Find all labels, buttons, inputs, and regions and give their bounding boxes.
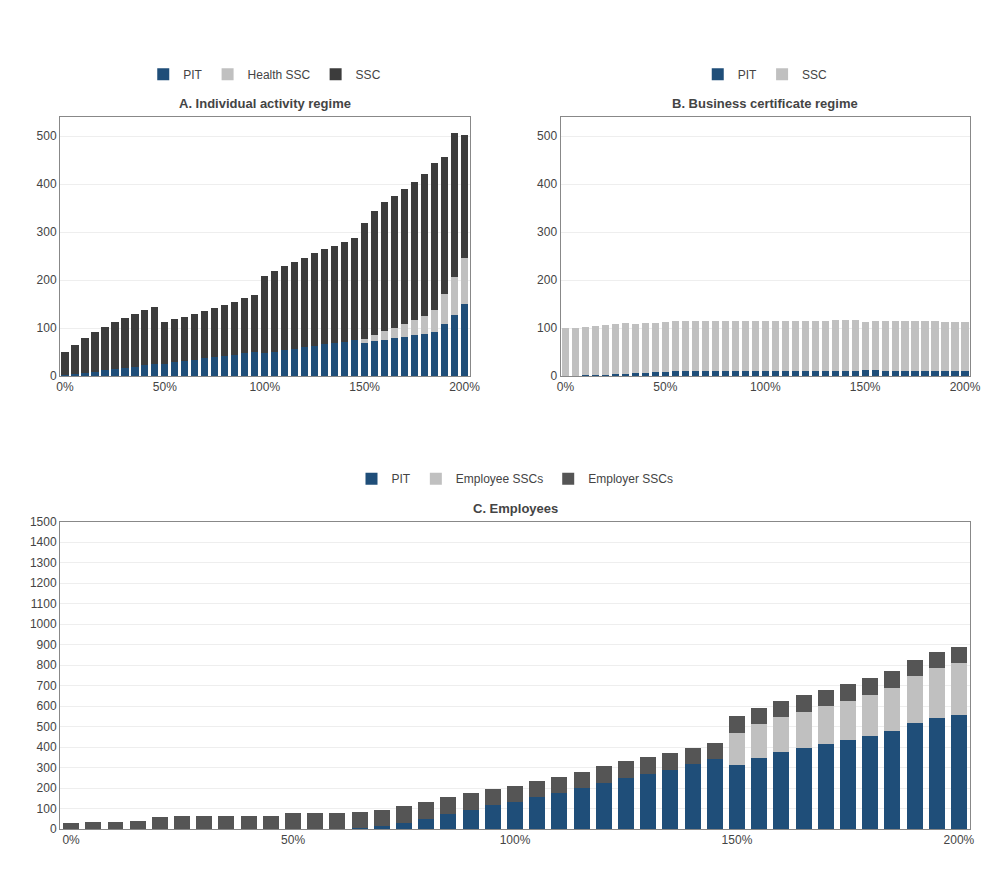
svg-text:200%: 200% [950, 380, 981, 394]
svg-text:50%: 50% [281, 833, 305, 847]
svg-text:300: 300 [37, 761, 57, 775]
svg-text:100: 100 [37, 321, 57, 335]
svg-text:100: 100 [37, 802, 57, 816]
svg-text:150%: 150% [850, 380, 881, 394]
svg-text:0: 0 [50, 369, 57, 383]
svg-text:PIT: PIT [183, 68, 202, 82]
svg-text:500: 500 [37, 129, 57, 143]
svg-text:1100: 1100 [31, 597, 57, 611]
svg-text:100%: 100% [500, 833, 531, 847]
svg-text:1300: 1300 [30, 556, 57, 570]
svg-text:300: 300 [37, 225, 57, 239]
svg-text:700: 700 [37, 679, 57, 693]
svg-text:200: 200 [37, 273, 57, 287]
svg-text:1500: 1500 [30, 515, 57, 529]
svg-text:200%: 200% [449, 380, 480, 394]
svg-text:150%: 150% [349, 380, 380, 394]
svg-text:900: 900 [37, 638, 57, 652]
svg-text:C. Employees: C. Employees [473, 501, 558, 516]
svg-text:Health SSC: Health SSC [248, 68, 311, 82]
svg-text:0: 0 [50, 822, 57, 836]
svg-text:50%: 50% [653, 380, 677, 394]
svg-text:0: 0 [550, 369, 557, 383]
svg-text:100%: 100% [750, 380, 781, 394]
svg-text:400: 400 [37, 177, 57, 191]
svg-text:Employer SSCs: Employer SSCs [588, 472, 673, 486]
svg-text:1200: 1200 [30, 576, 57, 590]
svg-text:100%: 100% [249, 380, 280, 394]
svg-text:400: 400 [37, 740, 57, 754]
svg-text:400: 400 [537, 177, 557, 191]
svg-text:200: 200 [37, 781, 57, 795]
svg-text:200: 200 [537, 273, 557, 287]
svg-text:Employee SSCs: Employee SSCs [456, 472, 543, 486]
svg-text:200%: 200% [944, 833, 975, 847]
svg-text:PIT: PIT [392, 472, 411, 486]
svg-text:500: 500 [537, 129, 557, 143]
svg-text:SSC: SSC [802, 68, 827, 82]
svg-text:1000: 1000 [30, 617, 57, 631]
svg-text:500: 500 [37, 720, 57, 734]
svg-text:1400: 1400 [30, 535, 57, 549]
svg-text:B. Business certificate regime: B. Business certificate regime [672, 96, 858, 111]
svg-text:50%: 50% [153, 380, 177, 394]
svg-text:SSC: SSC [356, 68, 381, 82]
svg-text:0%: 0% [557, 380, 575, 394]
svg-text:0%: 0% [56, 380, 74, 394]
svg-text:150%: 150% [722, 833, 753, 847]
svg-text:300: 300 [537, 225, 557, 239]
svg-text:800: 800 [37, 658, 57, 672]
svg-text:PIT: PIT [738, 68, 757, 82]
svg-text:A. Individual activity regime: A. Individual activity regime [179, 96, 351, 111]
svg-text:600: 600 [37, 699, 57, 713]
svg-text:100: 100 [537, 321, 557, 335]
svg-text:0%: 0% [62, 833, 80, 847]
